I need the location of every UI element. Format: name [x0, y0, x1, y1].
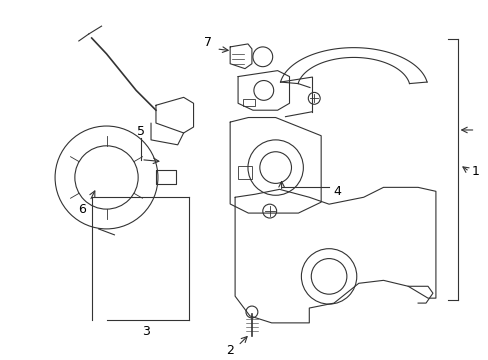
Text: 1: 1 — [470, 165, 478, 178]
Text: 2: 2 — [226, 344, 234, 357]
Text: 5: 5 — [137, 126, 145, 139]
Text: 7: 7 — [204, 36, 212, 49]
Bar — [243, 99, 254, 106]
Text: 6: 6 — [78, 203, 85, 216]
Text: 4: 4 — [332, 185, 340, 198]
Text: 3: 3 — [142, 325, 150, 338]
Bar — [238, 166, 251, 179]
